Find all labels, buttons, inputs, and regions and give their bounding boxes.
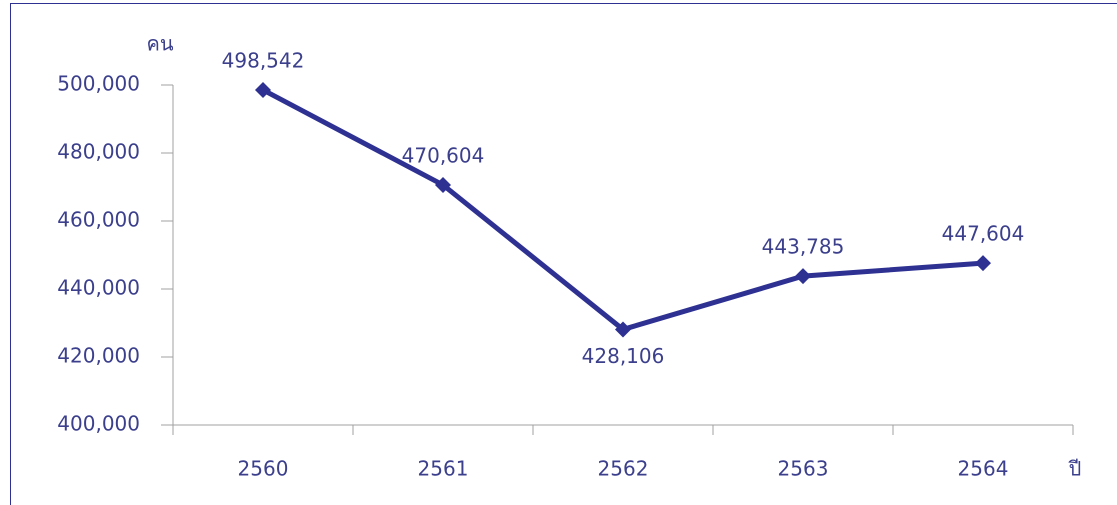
y-axis-label: คน bbox=[146, 32, 173, 56]
y-tick-label: 500,000 bbox=[57, 72, 140, 96]
data-label: 443,785 bbox=[762, 235, 845, 259]
data-label: 470,604 bbox=[402, 143, 485, 167]
marker bbox=[795, 268, 811, 285]
x-tick-label: 2561 bbox=[418, 457, 469, 481]
marker bbox=[255, 81, 271, 98]
y-tick-label: 400,000 bbox=[57, 412, 140, 436]
y-tick-label: 460,000 bbox=[57, 208, 140, 232]
x-tick-label: 2560 bbox=[238, 457, 289, 481]
data-label: 428,106 bbox=[582, 344, 665, 368]
x-tick-label: 2562 bbox=[598, 457, 649, 481]
y-tick-label: 420,000 bbox=[57, 344, 140, 368]
marker bbox=[975, 255, 991, 272]
x-tick-label: 2564 bbox=[958, 457, 1009, 481]
y-tick-label: 440,000 bbox=[57, 276, 140, 300]
data-label: 447,604 bbox=[942, 222, 1025, 246]
x-tick-label: 2563 bbox=[778, 457, 829, 481]
marker bbox=[615, 321, 631, 338]
line bbox=[261, 87, 984, 333]
y-tick-label: 480,000 bbox=[57, 140, 140, 164]
marker bbox=[435, 176, 451, 193]
x-axis-label: ปี bbox=[1068, 457, 1081, 481]
frame bbox=[10, 3, 1117, 505]
data-label: 498,542 bbox=[222, 48, 305, 72]
